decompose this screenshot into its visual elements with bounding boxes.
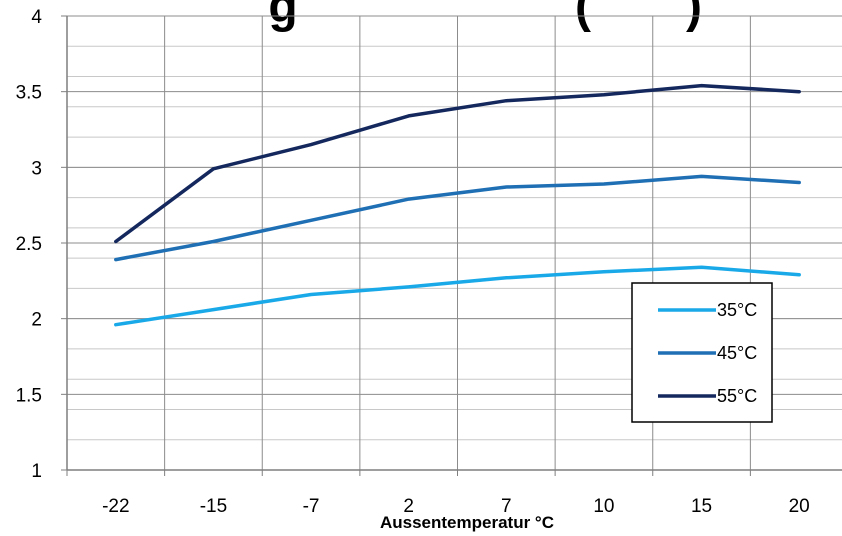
x-tick-label: -7 xyxy=(303,496,320,517)
series-line-2 xyxy=(114,174,801,262)
series-line-3 xyxy=(114,83,801,244)
y-tick-label: 1 xyxy=(31,461,42,482)
y-tick-label: 3 xyxy=(31,158,42,179)
x-tick-label: -15 xyxy=(200,496,227,517)
y-tick-label: 2.5 xyxy=(16,234,42,255)
x-tick-label: -22 xyxy=(102,496,129,517)
y-tick-label: 1.5 xyxy=(16,385,42,406)
series-lines xyxy=(114,83,801,327)
series-line-1 xyxy=(114,265,801,327)
x-tick-label: 20 xyxy=(789,496,810,517)
legend-label: 55°C xyxy=(717,386,757,406)
axes xyxy=(61,15,842,476)
x-tick-label: 7 xyxy=(501,496,512,517)
legend: 35°C 45°C 55°C xyxy=(631,282,773,423)
y-tick-label: 2 xyxy=(31,310,42,331)
x-tick-label: 15 xyxy=(691,496,712,517)
legend-label: 45°C xyxy=(717,343,757,363)
y-tick-label: 4 xyxy=(31,7,42,28)
x-axis-title: Aussentemperatur °C xyxy=(380,513,554,532)
legend-label: 35°C xyxy=(717,300,757,320)
x-tick-label: 2 xyxy=(403,496,414,517)
y-tick-label: 3.5 xyxy=(16,83,42,104)
y-tick-labels: 1 1.5 2 2.5 3 3.5 4 xyxy=(16,7,43,482)
x-tick-labels: -22 -15 -7 2 7 10 15 20 xyxy=(102,496,810,517)
x-tick-label: 10 xyxy=(593,496,614,517)
